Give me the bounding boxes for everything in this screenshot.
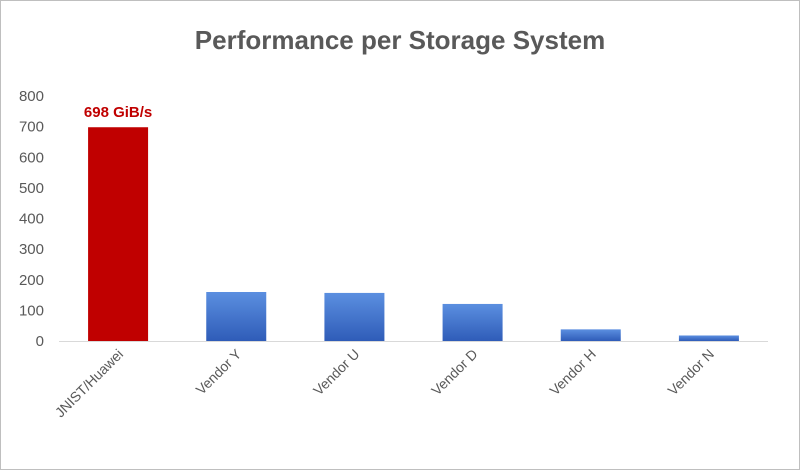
y-tick-label: 700 bbox=[19, 119, 44, 136]
x-tick-label: JNIST/Huawei bbox=[52, 346, 127, 421]
y-tick-label: 0 bbox=[36, 333, 44, 350]
bar-vendor-h bbox=[560, 329, 621, 341]
y-axis: 0 100 200 300 400 500 600 700 800 bbox=[19, 88, 44, 350]
bar-jnist-huawei bbox=[88, 127, 149, 341]
bar-vendor-n bbox=[678, 335, 739, 341]
y-tick-label: 100 bbox=[19, 302, 44, 319]
bar-vendor-d bbox=[442, 303, 503, 341]
x-tick-label: Vendor U bbox=[310, 346, 363, 399]
y-tick-label: 200 bbox=[19, 272, 44, 289]
x-tick-label: Vendor D bbox=[428, 346, 481, 399]
y-tick-label: 300 bbox=[19, 241, 44, 258]
x-tick-label: Vendor Y bbox=[192, 345, 244, 397]
y-tick-label: 500 bbox=[19, 180, 44, 197]
chart-title: Performance per Storage System bbox=[195, 25, 605, 55]
y-tick-label: 600 bbox=[19, 149, 44, 166]
x-tick-label: Vendor H bbox=[546, 346, 599, 399]
data-labels-group: 698 GiB/s bbox=[84, 104, 152, 121]
bar-vendor-u bbox=[324, 292, 385, 341]
x-axis: JNIST/Huawei Vendor Y Vendor U Vendor D Vend… bbox=[52, 341, 768, 421]
y-tick-label: 400 bbox=[19, 211, 44, 228]
x-tick-label: Vendor N bbox=[664, 346, 717, 399]
data-label: 698 GiB/s bbox=[84, 104, 152, 121]
bar-vendor-y bbox=[206, 292, 267, 341]
y-tick-label: 800 bbox=[19, 88, 44, 105]
bars-group bbox=[88, 127, 739, 341]
